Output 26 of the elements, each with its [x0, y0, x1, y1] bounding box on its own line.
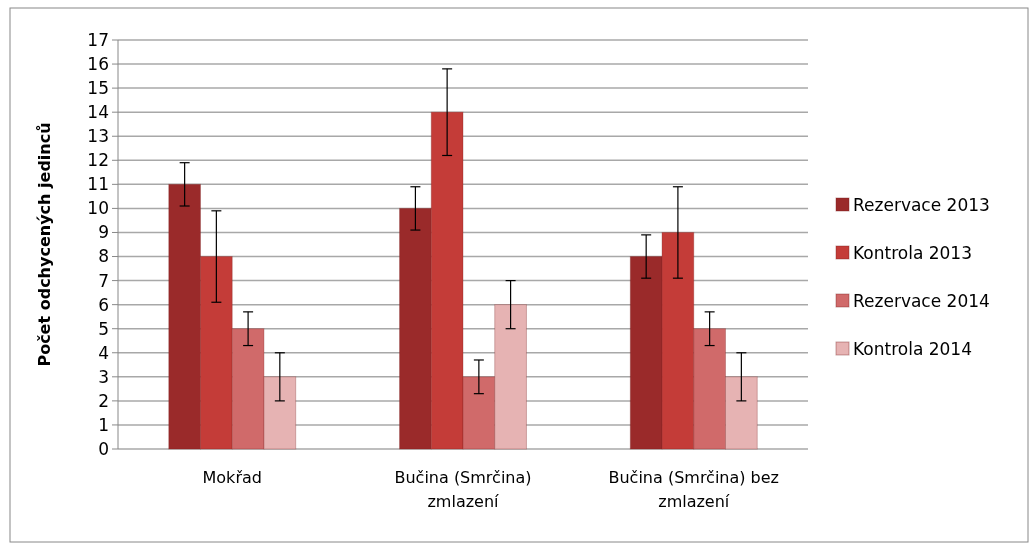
y-tick-label: 7 [98, 270, 109, 291]
y-tick-label: 10 [87, 198, 109, 219]
y-tick-label: 15 [87, 78, 109, 99]
x-tick-label: Mokřad [202, 468, 262, 487]
legend-label: Rezervace 2013 [853, 194, 990, 215]
y-tick-label: 12 [87, 150, 109, 171]
y-tick-label: 9 [98, 222, 109, 243]
y-tick-label: 0 [98, 438, 109, 459]
y-axis-title: Počet odchycených jedinců [35, 122, 54, 367]
y-tick-label: 17 [87, 29, 109, 50]
x-tick-label: Bučina (Smrčina) zmlazení [394, 468, 532, 511]
y-tick-label: 16 [87, 54, 109, 75]
y-tick-label: 11 [87, 174, 109, 195]
y-tick-label: 1 [98, 414, 109, 435]
y-tick-label: 2 [98, 390, 109, 411]
y-tick-label: 13 [87, 126, 109, 147]
y-tick-label: 3 [98, 366, 109, 387]
legend-label: Kontrola 2014 [853, 338, 972, 359]
y-tick-label: 6 [98, 294, 109, 315]
x-tick-label: Bučina (Smrčina) bez zmlazení [608, 468, 780, 511]
legend-label: Rezervace 2014 [853, 290, 990, 311]
y-tick-label: 8 [98, 246, 109, 267]
legend-label: Kontrola 2013 [853, 242, 972, 263]
y-tick-label: 4 [98, 342, 109, 363]
y-tick-label: 5 [98, 318, 109, 339]
y-tick-label: 14 [87, 102, 109, 123]
